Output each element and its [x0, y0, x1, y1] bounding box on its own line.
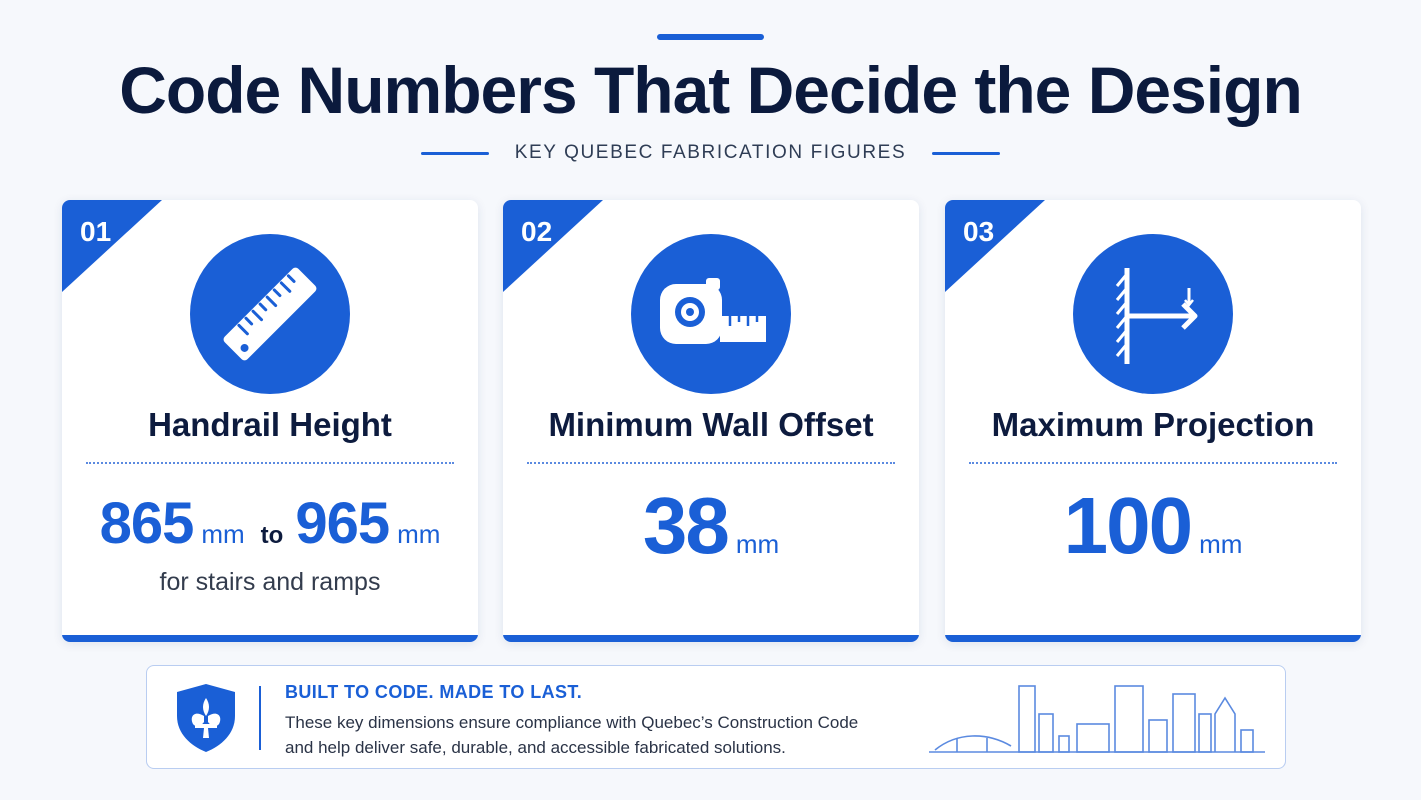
card-number: 02	[521, 216, 553, 247]
card-divider	[969, 462, 1337, 464]
projection-value: 100 mm	[945, 480, 1361, 572]
wall-projection-icon	[1073, 234, 1233, 394]
value: 38	[642, 481, 730, 570]
card-corner-badge	[945, 200, 1045, 292]
unit: mm	[1199, 529, 1243, 559]
title-accent-bar	[657, 34, 764, 40]
banner-body-line-2: and help deliver safe, durable, and acce…	[285, 738, 786, 757]
banner-heading: BUILT TO CODE. MADE TO LAST.	[285, 682, 583, 702]
value-min: 865	[99, 491, 195, 556]
card-title: Maximum Projection	[991, 406, 1315, 443]
card-minimum-wall-offset: 02 Minimum Wall Offset 38 mm	[503, 200, 919, 642]
subtitle-line-right	[932, 151, 1001, 155]
card-number: 03	[963, 216, 995, 247]
banner-separator	[259, 686, 261, 750]
value-max: 965	[295, 491, 390, 556]
subtitle-line-left	[420, 151, 489, 155]
card-divider	[86, 462, 454, 464]
card-number: 01	[80, 216, 112, 247]
city-skyline-icon	[929, 685, 1265, 753]
tape-measure-icon	[631, 234, 791, 394]
unit-max: mm	[397, 519, 441, 549]
unit-min: mm	[201, 519, 245, 549]
unit: mm	[735, 529, 780, 559]
handrail-range: 865 mm to 965 mm	[62, 490, 478, 557]
wall-offset-value: 38 mm	[503, 480, 919, 572]
card-corner-badge	[62, 200, 162, 292]
banner-body: These key dimensions ensure compliance w…	[285, 710, 925, 760]
card-bottom-bar	[62, 635, 478, 642]
range-connector: to	[260, 522, 284, 549]
card-title: Handrail Height	[148, 406, 392, 443]
page-title: Code Numbers That Decide the Design	[119, 53, 1303, 127]
value: 100	[1063, 481, 1193, 570]
ruler-icon	[190, 234, 350, 394]
card-bottom-bar	[945, 635, 1361, 642]
card-divider	[527, 462, 895, 464]
card-title: Minimum Wall Offset	[548, 406, 874, 443]
card-handrail-height: 01 Handrail Height 865 mm	[62, 200, 478, 642]
compliance-banner: BUILT TO CODE. MADE TO LAST. These key d…	[146, 665, 1286, 769]
card-note: for stairs and ramps	[159, 568, 381, 596]
card-maximum-projection: 03 Maximum Projection 100 mm	[945, 200, 1361, 642]
card-corner-badge	[503, 200, 603, 292]
fleur-de-lis-shield-icon	[177, 684, 235, 752]
banner-body-line-1: These key dimensions ensure compliance w…	[285, 713, 859, 732]
card-bottom-bar	[503, 635, 919, 642]
subtitle-row: KEY QUEBEC FABRICATION FIGURES	[0, 142, 1421, 164]
subtitle: KEY QUEBEC FABRICATION FIGURES	[514, 142, 907, 163]
